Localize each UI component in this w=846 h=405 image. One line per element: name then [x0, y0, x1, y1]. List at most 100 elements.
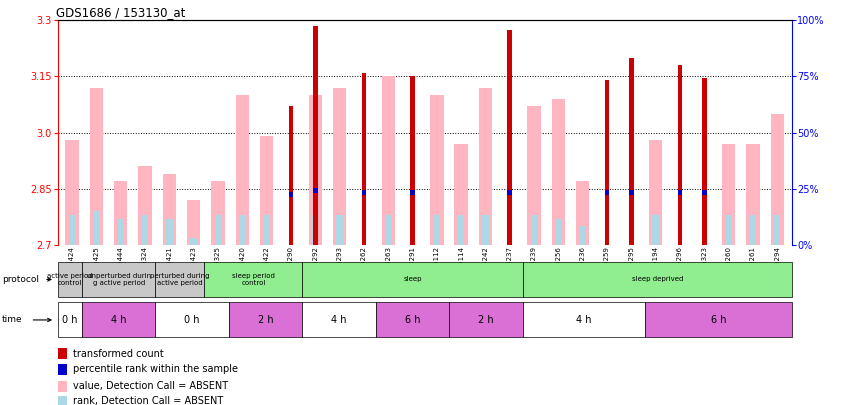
Bar [190, 237, 197, 245]
Bar [434, 215, 440, 245]
Bar [58, 262, 82, 297]
Bar [555, 219, 562, 245]
Bar [187, 200, 201, 245]
Text: 4 h: 4 h [332, 315, 347, 325]
Bar [58, 364, 67, 375]
Text: perturbed during
active period: perturbed during active period [151, 273, 210, 286]
Bar [332, 87, 346, 245]
Bar [260, 136, 273, 245]
Text: rank, Detection Call = ABSENT: rank, Detection Call = ABSENT [73, 396, 223, 405]
Text: 6 h: 6 h [404, 315, 420, 325]
Bar [385, 215, 392, 245]
Bar [139, 166, 151, 245]
Bar [263, 215, 270, 245]
Bar [774, 215, 781, 245]
Bar [652, 215, 659, 245]
Bar [479, 87, 492, 245]
Bar [678, 65, 683, 245]
Bar [629, 58, 634, 245]
Bar [156, 262, 205, 297]
Text: 4 h: 4 h [576, 315, 591, 325]
Bar [523, 262, 792, 297]
Bar [82, 303, 156, 337]
Bar [580, 226, 586, 245]
Text: 0 h: 0 h [184, 315, 200, 325]
Bar [702, 190, 706, 195]
Bar [702, 78, 706, 245]
Bar [142, 215, 148, 245]
Bar [576, 181, 590, 245]
Bar [58, 303, 82, 337]
Bar [649, 140, 662, 245]
Bar [382, 77, 395, 245]
Bar [288, 192, 294, 197]
Bar [361, 190, 366, 195]
Bar [312, 215, 318, 245]
Bar [454, 144, 468, 245]
Bar [645, 303, 792, 337]
Text: 2 h: 2 h [258, 315, 273, 325]
Bar [205, 262, 302, 297]
Bar [302, 262, 523, 297]
Text: protocol: protocol [2, 275, 39, 284]
Text: transformed count: transformed count [73, 349, 163, 358]
Bar [162, 174, 176, 245]
Bar [605, 190, 609, 195]
Bar [90, 87, 103, 245]
Text: value, Detection Call = ABSENT: value, Detection Call = ABSENT [73, 381, 228, 391]
Text: 0 h: 0 h [62, 315, 78, 325]
Text: GDS1686 / 153130_at: GDS1686 / 153130_at [56, 6, 185, 19]
Bar [678, 190, 683, 195]
Bar [361, 72, 366, 245]
Bar [722, 144, 735, 245]
Text: percentile rank within the sample: percentile rank within the sample [73, 364, 238, 374]
Bar [118, 219, 124, 245]
Bar [508, 190, 512, 195]
Bar [449, 303, 523, 337]
Bar [482, 215, 489, 245]
Bar [229, 303, 302, 337]
Bar [629, 190, 634, 195]
Bar [313, 188, 317, 193]
Bar [114, 181, 128, 245]
Bar [69, 215, 75, 245]
Bar [410, 77, 415, 245]
Bar [410, 190, 415, 195]
Text: sleep period
control: sleep period control [232, 273, 275, 286]
Bar [725, 215, 732, 245]
Text: 4 h: 4 h [111, 315, 126, 325]
Text: sleep deprived: sleep deprived [632, 277, 683, 282]
Bar [212, 181, 225, 245]
Text: 6 h: 6 h [711, 315, 726, 325]
Bar [746, 144, 760, 245]
Bar [65, 140, 79, 245]
Bar [430, 95, 443, 245]
Bar [82, 262, 156, 297]
Bar [771, 114, 784, 245]
Bar [239, 215, 245, 245]
Bar [166, 219, 173, 245]
Bar [527, 107, 541, 245]
Bar [58, 396, 67, 405]
Bar [215, 215, 221, 245]
Text: 2 h: 2 h [478, 315, 494, 325]
Bar [313, 26, 317, 245]
Bar [309, 95, 322, 245]
Bar [605, 80, 609, 245]
Bar [156, 303, 229, 337]
Text: time: time [2, 315, 22, 324]
Bar [302, 303, 376, 337]
Text: active period
control: active period control [47, 273, 92, 286]
Bar [552, 99, 565, 245]
Text: unperturbed durin
g active period: unperturbed durin g active period [86, 273, 151, 286]
Bar [531, 215, 537, 245]
Bar [288, 107, 294, 245]
Bar [58, 381, 67, 392]
Bar [523, 303, 645, 337]
Bar [236, 95, 249, 245]
Text: sleep: sleep [404, 277, 421, 282]
Bar [376, 303, 449, 337]
Bar [93, 211, 100, 245]
Bar [337, 215, 343, 245]
Bar [458, 215, 464, 245]
